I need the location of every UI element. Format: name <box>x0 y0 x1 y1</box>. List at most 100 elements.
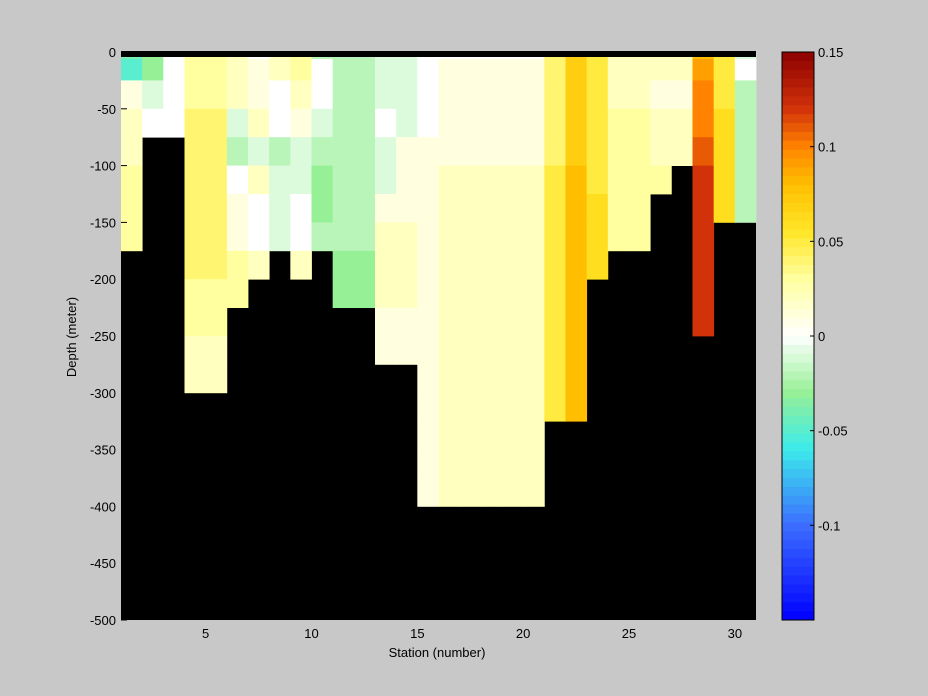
x-tick-label: 25 <box>622 626 636 641</box>
heatmap-cell <box>205 250 228 280</box>
heatmap-cell <box>544 194 566 223</box>
x-tick-label: 10 <box>304 626 318 641</box>
heatmap-cell <box>417 137 439 166</box>
heatmap-cell <box>629 137 651 166</box>
heatmap-cell <box>523 250 545 280</box>
colorbar-tick-label: 0.05 <box>818 234 843 249</box>
colorbar-swatch <box>782 353 814 364</box>
heatmap-cell <box>438 194 461 223</box>
heatmap-cell <box>248 108 270 138</box>
heatmap-cell <box>353 80 376 110</box>
heatmap-cell <box>438 137 461 166</box>
colorbar-swatch <box>782 185 814 195</box>
heatmap-cell <box>248 59 270 81</box>
heatmap-cell <box>269 108 291 138</box>
colorbar-tick-label: -0.1 <box>818 518 840 533</box>
y-tick-label: -450 <box>90 556 116 571</box>
heatmap-cell <box>332 137 355 166</box>
heatmap-cell <box>248 222 270 252</box>
heatmap-cell <box>692 80 715 110</box>
heatmap-cell <box>375 194 397 223</box>
heatmap-cell <box>226 108 249 138</box>
heatmap-cell <box>438 364 461 394</box>
heatmap-cell <box>417 364 439 394</box>
colorbar-swatch <box>782 575 814 585</box>
heatmap-cell <box>248 250 270 280</box>
heatmap-cell <box>417 80 439 110</box>
heatmap-cell <box>142 108 164 138</box>
x-tick-label: 30 <box>728 626 742 641</box>
heatmap-cell <box>375 137 397 166</box>
heatmap-cell <box>607 59 630 81</box>
heatmap-cell <box>650 59 672 81</box>
colorbar-swatch <box>782 398 814 408</box>
heatmap-cell <box>480 449 503 479</box>
heatmap-cell <box>523 222 545 252</box>
heatmap-cell <box>650 108 672 138</box>
heatmap-cell <box>502 307 524 337</box>
heatmap-cell <box>353 279 376 308</box>
heatmap-cell <box>375 307 397 337</box>
heatmap-cell <box>480 137 503 166</box>
colorbar-swatch <box>782 557 814 568</box>
heatmap-cell <box>565 307 588 337</box>
heatmap-cell <box>565 250 588 280</box>
heatmap-cell <box>713 194 736 223</box>
colorbar-swatch <box>782 176 814 186</box>
heatmap-cell <box>544 392 566 422</box>
y-tick-label: -50 <box>97 102 116 117</box>
heatmap-cell <box>629 165 651 195</box>
colorbar-swatch <box>782 531 814 541</box>
colorbar-tick-label: 0.15 <box>818 45 843 60</box>
heatmap-cell <box>607 108 630 138</box>
heatmap-cell <box>480 80 503 110</box>
heatmap-cell <box>459 194 482 223</box>
heatmap-cell <box>396 250 418 280</box>
heatmap-cell <box>332 108 355 138</box>
heatmap-cell <box>586 137 609 166</box>
heatmap-cell <box>629 222 651 252</box>
heatmap-cell <box>205 165 228 195</box>
heatmap-cell <box>565 194 588 223</box>
heatmap-cell <box>629 194 651 223</box>
heatmap-cell <box>713 59 736 81</box>
heatmap-cell <box>734 59 757 81</box>
heatmap-cell <box>290 194 312 223</box>
colorbar-swatch <box>782 229 814 239</box>
heatmap-cell <box>692 108 715 138</box>
heatmap-cell <box>417 250 439 280</box>
colorbar-swatch <box>782 478 814 488</box>
colorbar-swatch <box>782 282 814 293</box>
heatmap-cell <box>692 137 715 166</box>
colorbar-swatch <box>782 273 814 284</box>
colorbar-swatch <box>782 256 814 266</box>
heatmap-cell <box>565 222 588 252</box>
heatmap-cell <box>205 80 228 110</box>
heatmap-cell <box>269 222 291 252</box>
heatmap-cell <box>565 279 588 308</box>
heatmap-cell <box>353 59 376 81</box>
colorbar-swatch <box>782 424 814 435</box>
heatmap-cell <box>311 222 334 252</box>
heatmap-cell <box>544 336 566 365</box>
heatmap-cell <box>205 108 228 138</box>
heatmap-cell <box>438 279 461 308</box>
colorbar-swatch <box>782 442 814 452</box>
y-tick-label: -500 <box>90 613 116 628</box>
colorbar-tick-label: 0 <box>818 329 825 344</box>
colorbar-swatch <box>782 52 814 62</box>
heatmap-cell <box>692 59 715 81</box>
heatmap-cell <box>544 307 566 337</box>
colorbar-swatch <box>782 540 814 550</box>
heatmap-cell <box>375 279 397 308</box>
colorbar-swatch <box>782 584 814 594</box>
heatmap-cell <box>184 80 207 110</box>
heatmap-cell <box>459 478 482 507</box>
colorbar-swatch <box>782 211 814 222</box>
heatmap-cell <box>502 336 524 365</box>
colorbar-swatch <box>782 549 814 559</box>
heatmap-cell <box>205 59 228 81</box>
heatmap-cell <box>459 336 482 365</box>
colorbar-swatch <box>782 158 814 168</box>
y-axis-label: Depth (meter) <box>64 297 79 377</box>
